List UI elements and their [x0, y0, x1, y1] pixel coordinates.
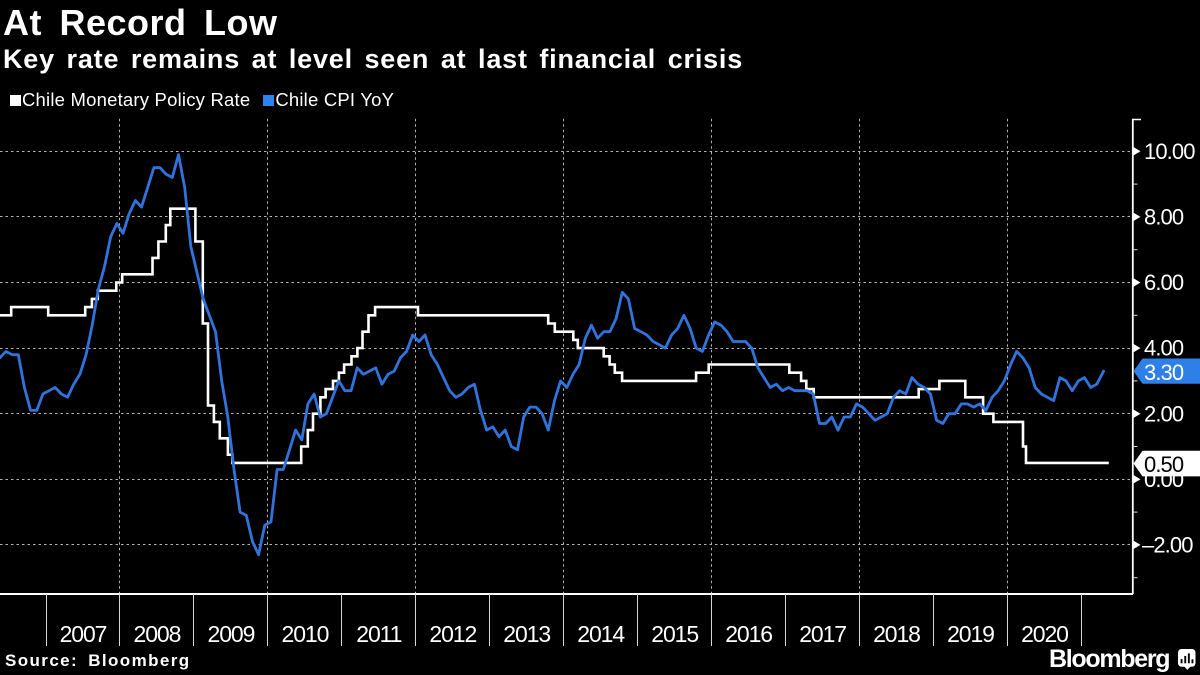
- svg-text:2020: 2020: [1021, 621, 1068, 647]
- svg-text:3.30: 3.30: [1144, 360, 1184, 385]
- svg-text:2014: 2014: [577, 621, 625, 647]
- svg-text:2015: 2015: [651, 621, 698, 647]
- svg-text:2013: 2013: [503, 621, 550, 647]
- svg-text:2.00: 2.00: [1144, 401, 1184, 426]
- svg-text:2017: 2017: [799, 621, 846, 647]
- svg-text:8.00: 8.00: [1144, 205, 1184, 230]
- svg-text:2007: 2007: [60, 621, 107, 647]
- svg-text:2012: 2012: [429, 621, 476, 647]
- svg-text:0.50: 0.50: [1144, 452, 1184, 477]
- svg-text:2019: 2019: [947, 621, 994, 647]
- svg-text:2008: 2008: [134, 621, 181, 647]
- svg-text:2016: 2016: [725, 621, 772, 647]
- svg-text:2018: 2018: [873, 621, 920, 647]
- svg-text:–2.00: –2.00: [1142, 533, 1193, 558]
- svg-text:10.00: 10.00: [1144, 139, 1195, 164]
- svg-text:2010: 2010: [282, 621, 329, 647]
- svg-text:2009: 2009: [208, 621, 255, 647]
- svg-text:2011: 2011: [356, 621, 401, 647]
- svg-text:4.00: 4.00: [1144, 336, 1184, 361]
- svg-text:6.00: 6.00: [1144, 270, 1184, 295]
